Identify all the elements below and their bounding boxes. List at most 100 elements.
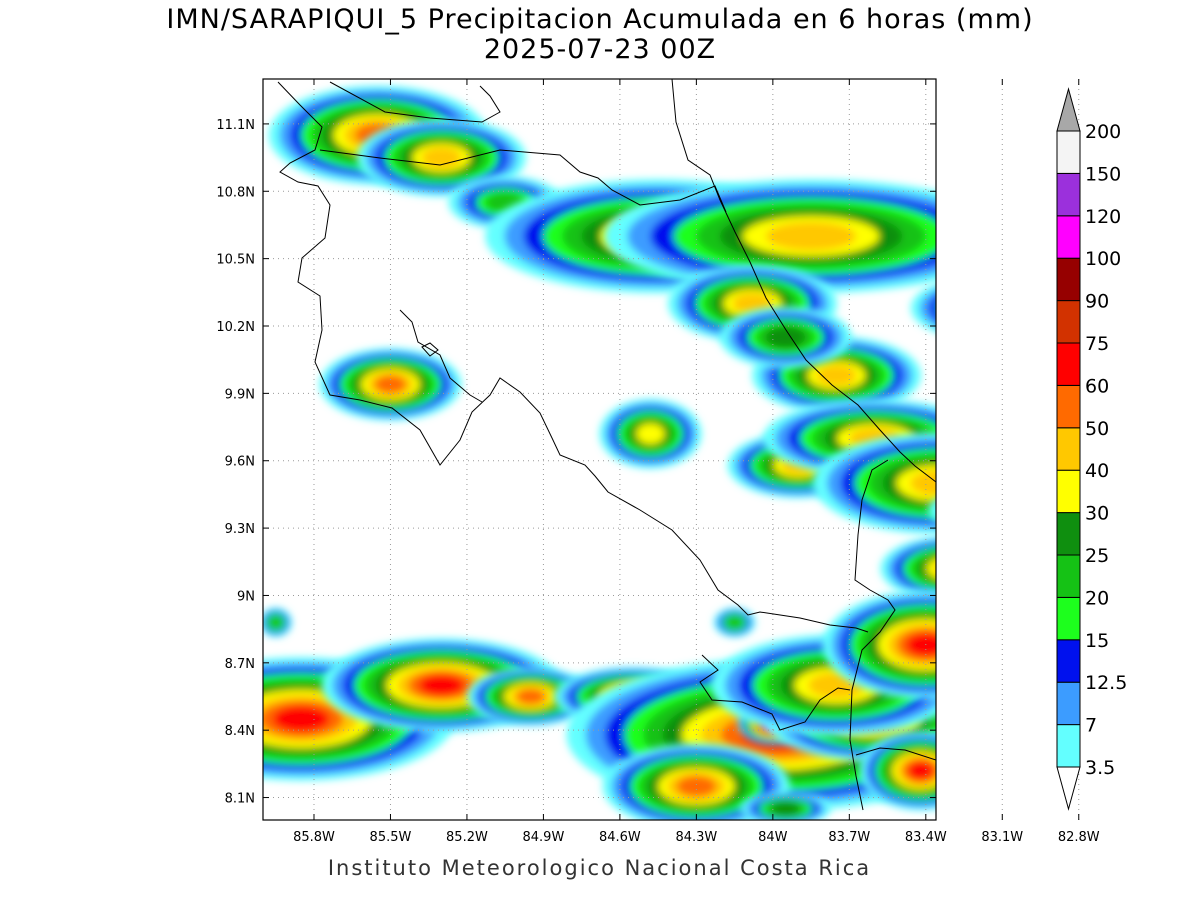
x-tick-label: 84W [758, 830, 788, 845]
colorbar-swatch [1056, 724, 1081, 768]
x-tick-label: 85.5W [370, 830, 412, 845]
y-tick-label: 10.5N [216, 253, 255, 268]
precip-cell [813, 432, 936, 535]
precip-contour [907, 761, 934, 780]
y-tick-label: 8.1N [225, 792, 255, 807]
coastline-chiriqui [855, 747, 936, 761]
y-tick-label: 10.8N [216, 185, 255, 200]
precip-contour [1006, 696, 1059, 764]
y-tick-label: 9.9N [225, 387, 255, 402]
y-tick-label: 9.6N [225, 455, 255, 470]
precip-contour [991, 766, 1014, 784]
colorbar-swatch [1056, 130, 1081, 174]
footer-credit: Instituto Meteorologico Nacional Costa R… [327, 856, 872, 880]
colorbar-swatch [1056, 342, 1081, 386]
precip-contour [965, 494, 1065, 526]
precipitation-field [263, 85, 1065, 820]
colorbar-label: 20 [1085, 587, 1109, 609]
coastline-pacific [277, 81, 869, 633]
border-nicaragua [319, 149, 727, 213]
precip-cell [604, 179, 936, 294]
colorbar-label: 100 [1085, 248, 1121, 270]
colorbar-swatch [1056, 172, 1081, 217]
colorbar-label: 50 [1085, 418, 1109, 440]
precip-cell [719, 306, 852, 369]
precip-cell [822, 590, 936, 700]
precip-cell [599, 398, 702, 469]
colorbar-swatch [1056, 639, 1081, 683]
colorbar-swatch [1056, 300, 1081, 344]
precip-contour [765, 326, 806, 348]
colorbar-label: 75 [1085, 333, 1109, 355]
precip-contour [986, 763, 1018, 788]
colorbar-min-arrow [1056, 766, 1081, 811]
precip-contour [1019, 712, 1047, 748]
precip-cell [910, 283, 1015, 333]
island-chira [421, 342, 439, 357]
precip-contour [919, 289, 936, 327]
y-axis: 11.1N 10.8N 10.5N 10.2N 9.9N 9.6N 9.3N 9N 8.7N 8.… [216, 118, 936, 807]
colorbar-swatch [1056, 384, 1081, 429]
colorbar-swatch [1056, 681, 1081, 726]
precip-contour [273, 706, 330, 732]
precip-contour [977, 498, 1053, 523]
x-tick-label: 82.8W [1058, 830, 1100, 845]
x-tick-label: 83.1W [981, 830, 1023, 845]
coastline-nicoya-gulf [399, 309, 483, 403]
border-panama [849, 459, 896, 811]
colorbar: 3.5 7 12.5 15 20 25 30 40 50 60 75 90 100 120 150 200 [1056, 87, 1127, 811]
precip-contour [816, 364, 857, 386]
y-tick-label: 10.2N [216, 320, 255, 335]
colorbar-label: 25 [1085, 545, 1109, 567]
colorbar-label: 120 [1085, 206, 1121, 228]
precip-cell [740, 791, 831, 820]
x-tick-label: 85.2W [446, 830, 488, 845]
precip-cell [927, 494, 1065, 526]
colorbar-max-arrow [1056, 87, 1081, 132]
precip-cell [713, 607, 756, 638]
precip-contour [1012, 704, 1053, 756]
colorbar-swatch [1056, 596, 1081, 641]
precip-contour [990, 501, 1041, 519]
y-tick-label: 9.3N [225, 522, 255, 537]
precip-contour [896, 464, 936, 502]
coastline-golfito [699, 654, 851, 731]
precip-cell [356, 118, 527, 197]
colorbar-label: 150 [1085, 163, 1121, 185]
x-tick-label: 84.6W [599, 830, 641, 845]
precip-cell [467, 666, 595, 727]
map-title: IMN/SARAPIQUI_5 Precipitacion Acumulada … [166, 4, 1034, 35]
colorbar-label: 90 [1085, 291, 1109, 313]
precip-contour [957, 298, 997, 319]
precip-contour [968, 749, 1037, 801]
precip-contour [418, 674, 465, 696]
precip-contour [516, 688, 545, 705]
coastline-caribbean [671, 79, 936, 483]
plot-frame [262, 78, 937, 821]
colorbar-swatch [1056, 554, 1081, 598]
precip-contour [268, 615, 283, 630]
y-tick-label: 8.7N [225, 657, 255, 672]
coastline [277, 79, 936, 811]
x-tick-label: 84.9W [523, 830, 565, 845]
y-tick-label: 8.4N [225, 724, 255, 739]
colorbar-swatch [1056, 257, 1081, 302]
colorbar-label: 7 [1085, 715, 1097, 737]
precip-cell [859, 730, 936, 811]
colorbar-swatch [1056, 469, 1081, 514]
precip-cell [263, 607, 293, 638]
precip-contour [927, 499, 936, 522]
precip-contour [958, 742, 1046, 808]
map-date: 2025-07-23 00Z [483, 34, 717, 65]
precip-contour [977, 756, 1028, 795]
lake-nicaragua-shore [329, 81, 501, 123]
x-axis: 85.8W 85.5W 85.2W 84.9W 84.6W 84.3W 84W 83.7W 83… [293, 79, 1100, 845]
precip-contour [982, 759, 1023, 791]
precip-contour [726, 615, 744, 630]
x-tick-label: 85.8W [293, 830, 335, 845]
precip-contour [938, 289, 1015, 326]
y-tick-label: 11.1N [216, 118, 255, 133]
precip-contour [929, 296, 936, 320]
colorbar-swatch [1056, 427, 1081, 471]
precip-contour [636, 423, 665, 445]
